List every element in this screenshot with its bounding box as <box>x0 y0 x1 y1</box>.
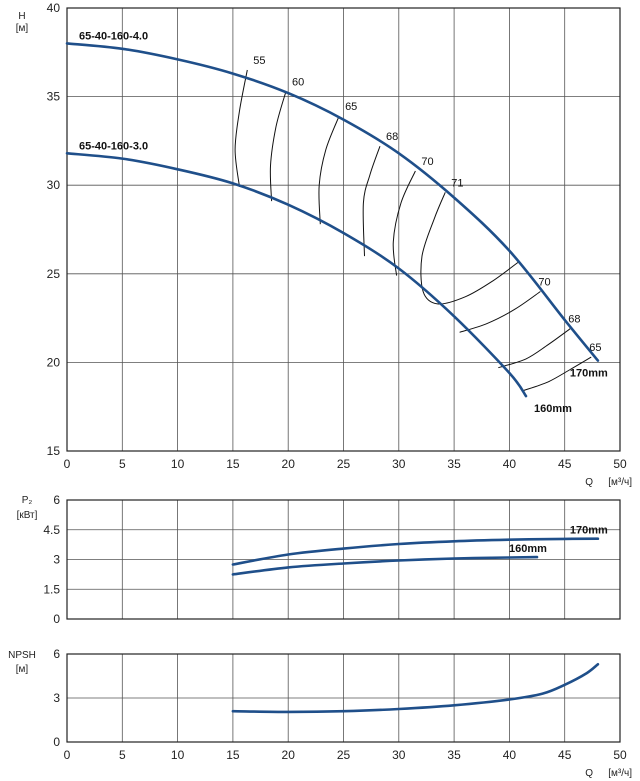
npsh-xtick-label: 15 <box>226 748 240 762</box>
efficiency-line <box>522 356 592 392</box>
npsh-xtick-label: 30 <box>392 748 406 762</box>
head-ylabel: H <box>18 11 25 22</box>
power-ytick-label: 6 <box>53 493 60 507</box>
npsh-ylabel: NPSH <box>8 650 36 661</box>
npsh-xunit: [м³/ч] <box>608 768 632 779</box>
head-ytick-label: 25 <box>47 267 61 281</box>
power-ytick-label: 0 <box>53 612 60 626</box>
power-ylabel: P₂ <box>22 495 33 506</box>
efficiency-line <box>234 69 248 188</box>
efficiency-label: 71 <box>451 177 463 189</box>
power-ytick-label: 1.5 <box>43 582 60 596</box>
head-yunit: [м] <box>16 23 29 34</box>
head-xlabel: Q <box>585 477 593 488</box>
npsh-xtick-label: 40 <box>503 748 517 762</box>
efficiency-line <box>498 328 571 369</box>
npsh-xtick-label: 45 <box>558 748 572 762</box>
npsh-ytick-label: 0 <box>53 735 60 749</box>
head-ytick-label: 30 <box>47 178 61 192</box>
power-curve <box>231 537 600 566</box>
efficiency-label: 55 <box>253 55 265 67</box>
power-curve <box>231 555 539 576</box>
head-curve-tag: 160mm <box>534 403 572 415</box>
head-ytick-label: 40 <box>47 1 61 15</box>
efficiency-line <box>269 91 287 202</box>
efficiency-label: 65 <box>345 101 357 113</box>
head-xtick-label: 35 <box>447 457 461 471</box>
head-xtick-label: 40 <box>503 457 517 471</box>
head-xtick-label: 10 <box>171 457 185 471</box>
efficiency-label: 70 <box>421 156 433 168</box>
power-yunit: [кВт] <box>17 510 38 521</box>
npsh-ytick-label: 3 <box>53 691 60 705</box>
head-curve-name: 65-40-160-3.0 <box>79 140 148 152</box>
head-ytick-label: 20 <box>47 355 61 369</box>
npsh-frame <box>66 653 621 743</box>
npsh-xtick-label: 20 <box>282 748 296 762</box>
head-xtick-label: 30 <box>392 457 406 471</box>
head-frame <box>66 7 621 452</box>
head-xtick-label: 25 <box>337 457 351 471</box>
efficiency-label: 68 <box>568 314 580 326</box>
head-xunit: [м³/ч] <box>608 477 632 488</box>
efficiency-label: 60 <box>292 76 304 88</box>
head-curve <box>65 42 600 362</box>
npsh-xtick-label: 35 <box>447 748 461 762</box>
efficiency-line <box>459 291 541 333</box>
power-ytick-label: 3 <box>53 553 60 567</box>
head-curve <box>65 152 528 398</box>
efficiency-line <box>318 115 340 225</box>
power-curve-name: 170mm <box>570 525 608 537</box>
efficiency-line <box>420 192 520 305</box>
head-xtick-label: 50 <box>613 457 627 471</box>
head-xtick-label: 0 <box>64 457 71 471</box>
npsh-yunit: [м] <box>16 664 29 675</box>
head-xtick-label: 20 <box>282 457 296 471</box>
efficiency-line <box>392 170 416 276</box>
npsh-xtick-label: 5 <box>119 748 126 762</box>
npsh-xtick-label: 0 <box>64 748 71 762</box>
efficiency-label: 65 <box>589 342 601 354</box>
npsh-curve <box>231 663 600 714</box>
npsh-xtick-label: 50 <box>613 748 627 762</box>
power-ytick-label: 4.5 <box>43 523 60 537</box>
head-ytick-label: 35 <box>47 90 61 104</box>
npsh-xtick-label: 10 <box>171 748 185 762</box>
efficiency-label: 70 <box>538 277 550 289</box>
npsh-ytick-label: 6 <box>53 647 60 661</box>
efficiency-label: 68 <box>386 131 398 143</box>
head-xtick-label: 5 <box>119 457 126 471</box>
npsh-xtick-label: 25 <box>337 748 351 762</box>
efficiency-line <box>362 146 381 257</box>
power-frame <box>66 499 621 620</box>
head-xtick-label: 15 <box>226 457 240 471</box>
head-curve-tag: 170mm <box>570 368 608 380</box>
power-curve-name: 160mm <box>509 543 547 555</box>
npsh-xlabel: Q <box>585 768 593 779</box>
head-xtick-label: 45 <box>558 457 572 471</box>
head-curve-name: 65-40-160-4.0 <box>79 30 148 42</box>
head-ytick-label: 15 <box>47 444 61 458</box>
